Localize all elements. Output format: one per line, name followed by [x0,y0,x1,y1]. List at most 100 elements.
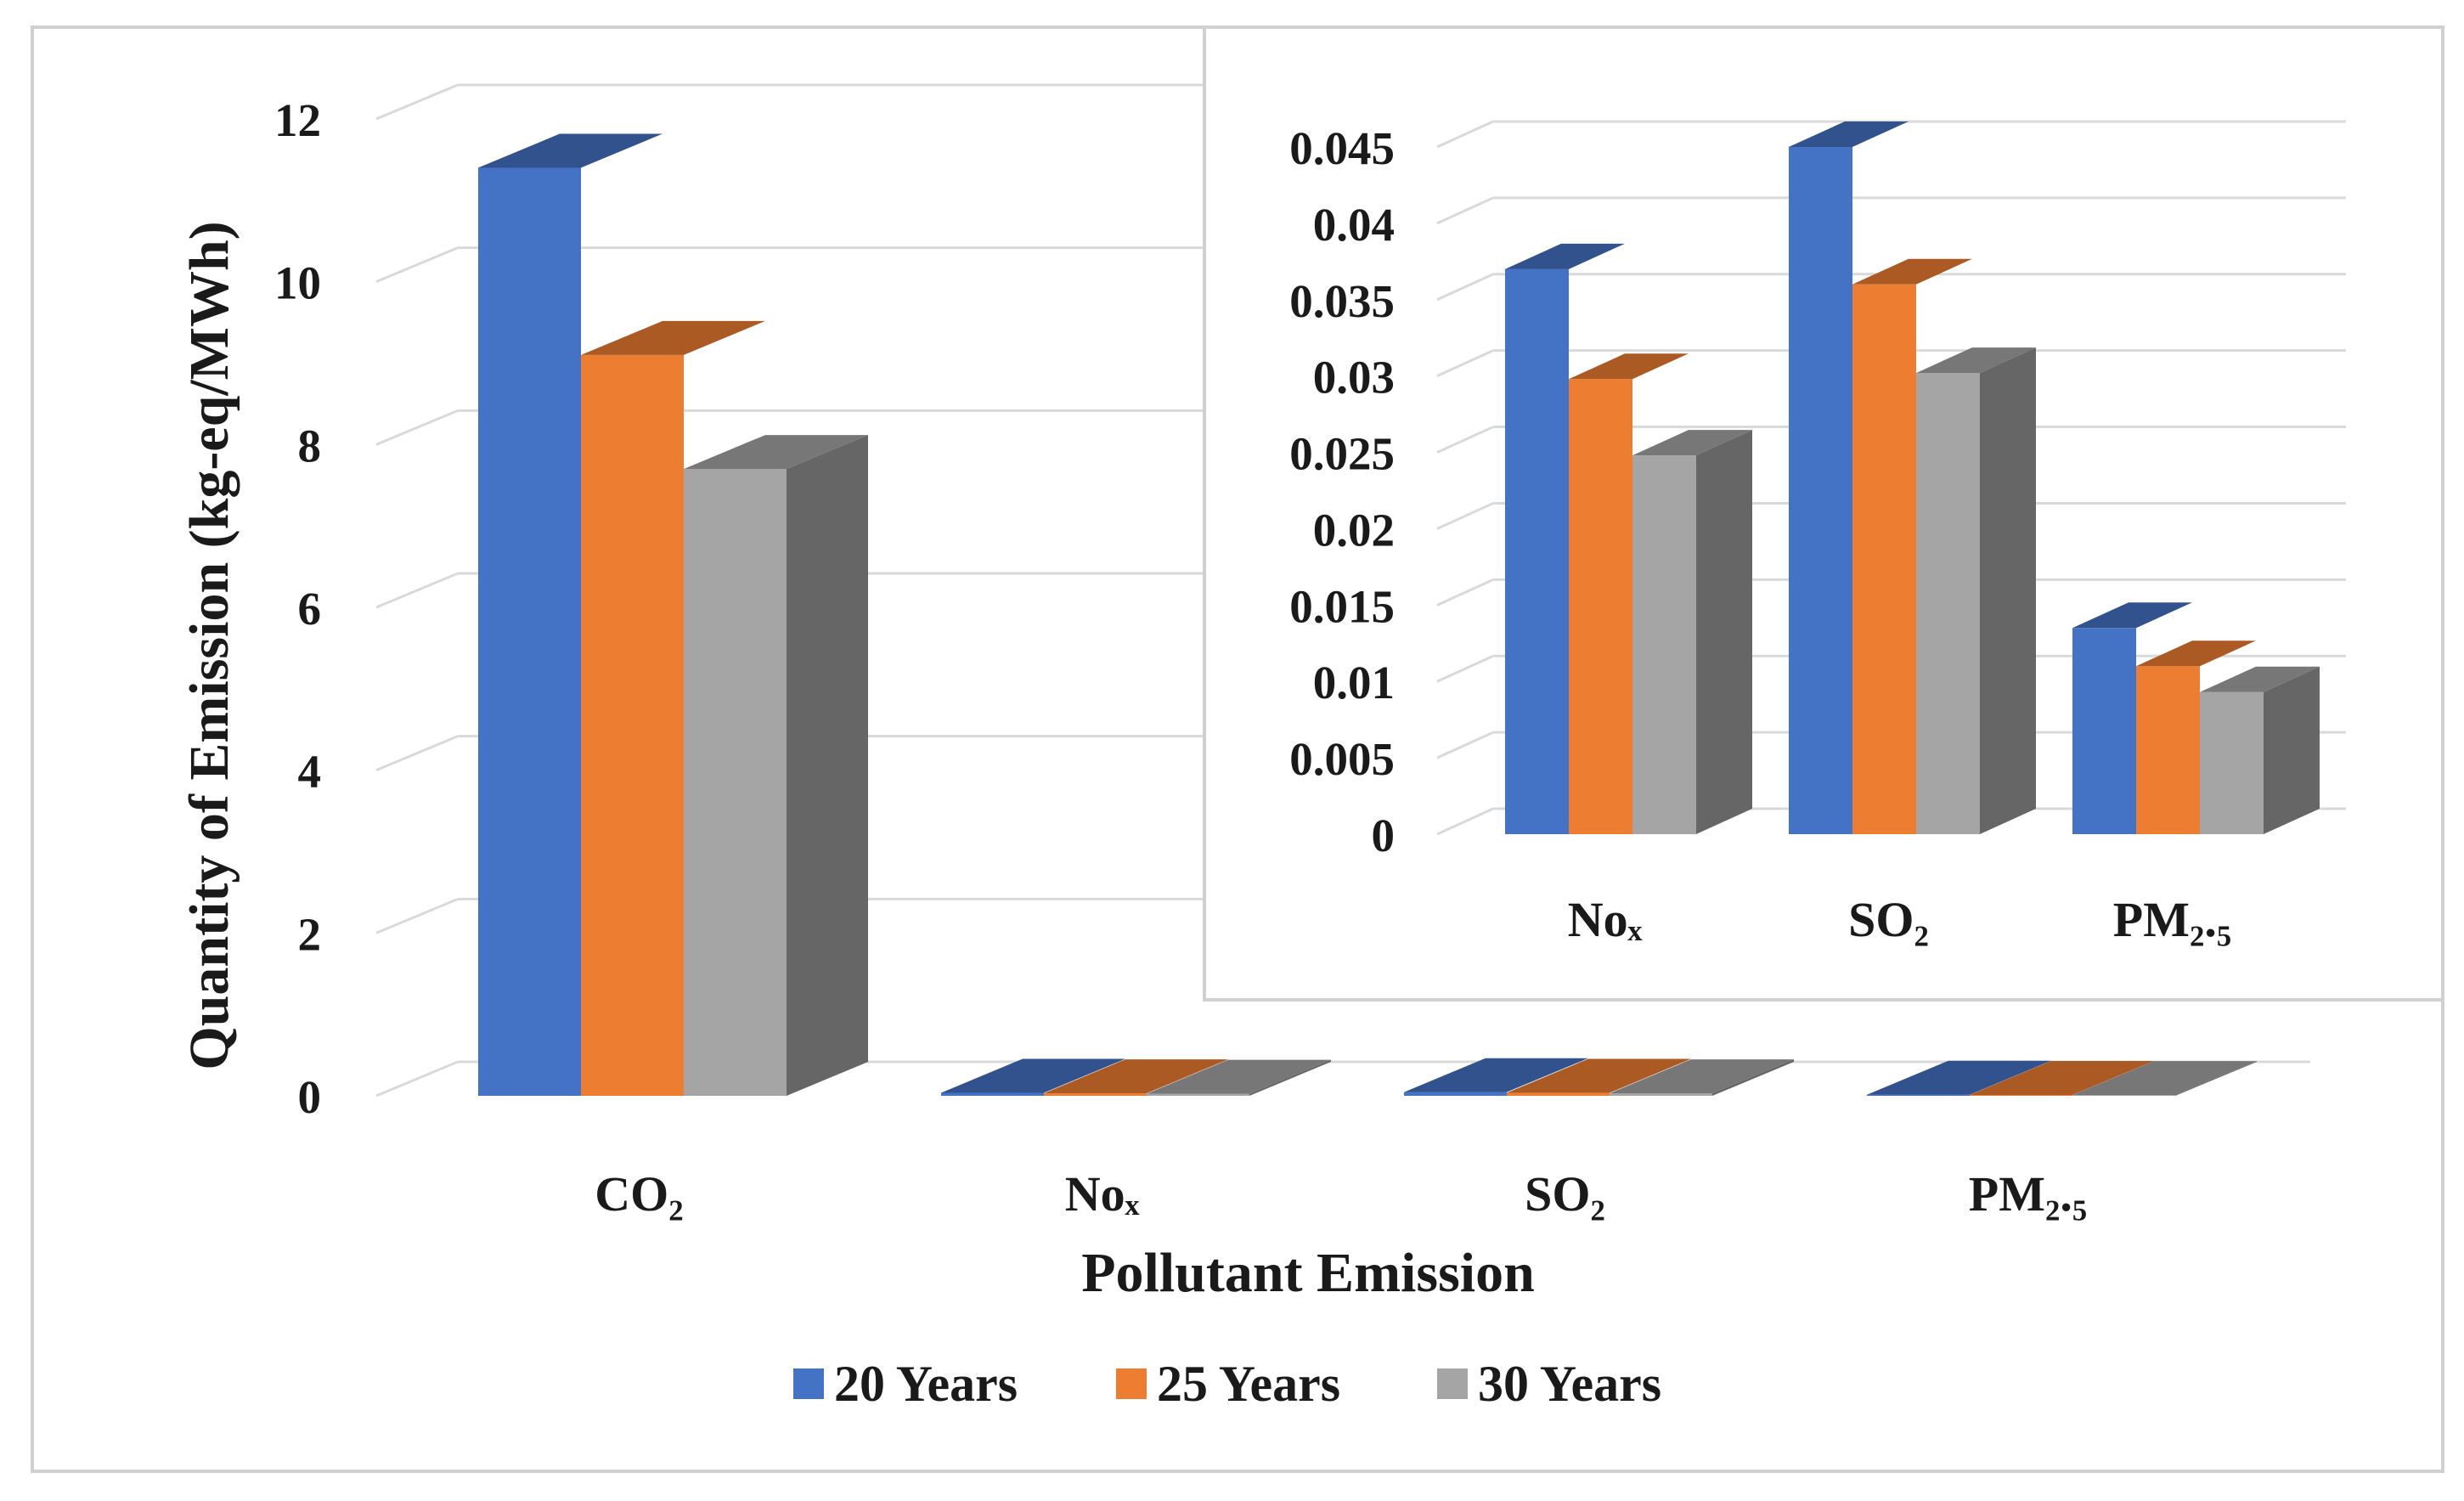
main-bar-so-25-years-top [1507,1058,1691,1093]
legend-swatch-20-years [793,1368,824,1399]
main-category-label-co: CO₂ [595,1166,683,1222]
main-bar-no-30-years [1147,1059,1331,1096]
inset-bar-pm-25-years-top [2136,640,2256,667]
inset-bar-no-30-years-side [1696,430,1752,834]
legend-label-30-years: 30 Years [1478,1356,1661,1412]
main-bar-so-30-years-front [1610,1093,1712,1096]
inset-bar-no-25-years [1569,353,1689,834]
main-bar-so-30-years-top [1610,1059,1794,1094]
inset-category-label-pm: PM₂.₅ [2113,892,2231,947]
inset-bar-so-25-years-top [1852,258,1972,285]
main-gridline-diag [375,409,459,446]
main-bar-co-30-years-side [787,435,868,1096]
inset-bar-no-30-years-front [1632,455,1696,834]
main-bar-co-20-years-front [478,167,581,1096]
main-bar-so-20-years [1404,1058,1588,1096]
inset-y-tick-label: 0.03 [1313,352,1395,403]
main-category-label-pm: PM₂.₅ [1969,1166,2087,1222]
main-bars [478,133,2257,1097]
inset-bar-so-25-years-front [1852,284,1916,834]
inset-y-tick-label: 0.025 [1289,428,1395,480]
inset-bar-pm-30-years-top [2200,666,2320,692]
inset-bar-no-20-years [1505,243,1625,834]
main-category-labels: CO₂ Noₓ SO₂ PM₂.₅ [595,1166,2087,1222]
inset-y-tick-label: 0.035 [1289,275,1395,327]
main-bar-pm-30-years-front [2072,1095,2175,1096]
main-bar-so-20-years-front [1404,1092,1507,1096]
y-axis-title: Quantity of Emission (kg-eq/MWh) [178,221,240,1069]
main-bar-so-30-years [1610,1059,1794,1096]
legend: 20 Years 25 Years 30 Years [793,1356,1661,1412]
main-bar-so-25-years-front [1507,1092,1610,1096]
main-gridline-diag [375,246,459,284]
main-bar-no-20-years-front [941,1092,1044,1096]
main-bar-pm-30-years-side [2175,1061,2257,1096]
inset-bar-so-20-years-front [1789,147,1852,834]
main-bar-pm-20-years-front [1867,1094,1970,1096]
inset-gridline-diag [1436,807,1494,836]
x-axis-title: Pollutant Emission [1081,1242,1535,1304]
inset-gridline-diag [1436,273,1494,302]
inset-bar-no-20-years-front [1505,268,1569,834]
inset-gridline-diag [1436,426,1494,454]
inset-y-tick-label: 0.045 [1289,122,1395,174]
inset-gridline-diag [1436,120,1494,149]
main-bar-co-25-years-front [581,354,684,1097]
inset-gridline-diag [1436,654,1494,683]
inset-bar-no-30-years [1632,430,1752,834]
inset-gridline-diag [1436,578,1494,607]
inset-y-tick-label: 0.01 [1313,657,1395,708]
inset-bar-no-25-years-front [1569,379,1632,834]
legend-swatch-30-years [1437,1368,1468,1399]
main-bar-co-30-years [684,435,868,1096]
main-bar-co-30-years-front [684,469,787,1096]
inset-bar-so-20-years [1789,121,1909,834]
main-bar-no-30-years-front [1147,1093,1249,1096]
inset-bar-so-30-years [1916,347,2036,834]
main-bar-pm-20-years-top [1867,1060,2051,1095]
main-y-tick-label: 8 [298,420,322,471]
inset-y-tick-label: 0 [1372,810,1396,861]
main-bar-co-25-years [581,320,765,1097]
main-y-tick-label: 2 [298,908,322,960]
main-bar-pm-20-years [1867,1060,2051,1096]
main-y-tick-label: 4 [298,746,322,798]
inset-gridline-diag [1436,349,1494,378]
main-bar-pm-25-years-front [1970,1094,2072,1096]
inset-category-label-no: Noₓ [1568,892,1643,947]
main-bar-so-25-years [1507,1058,1691,1096]
main-category-label-no: Noₓ [1065,1166,1140,1222]
inset-category-label-so: SO₂ [1848,892,1929,947]
inset-bar-pm-20-years-top [2072,602,2192,629]
inset-bar-so-20-years-top [1789,121,1909,147]
main-bar-no-20-years [941,1058,1125,1096]
main-y-tick-label: 0 [298,1071,322,1123]
main-bar-no-30-years-top [1147,1059,1331,1094]
inset-bar-pm-25-years [2136,640,2256,834]
legend-label-20-years: 20 Years [834,1356,1018,1412]
main-bar-pm-25-years [1970,1060,2154,1096]
inset-bar-no-20-years-top [1505,243,1625,269]
main-bar-co-25-years-top [581,320,765,355]
main-gridline-diag [375,897,459,934]
legend-swatch-25-years [1116,1368,1147,1399]
inset-y-tick-label: 0.005 [1289,733,1395,785]
inset-gridline-diag [1436,196,1494,225]
inset-y-tick-label: 0.015 [1289,580,1395,632]
main-bar-co-20-years [478,133,663,1096]
main-bar-co-30-years-top [684,435,868,470]
main-bar-so-30-years-side [1712,1059,1794,1096]
main-bar-pm-30-years-top [2072,1061,2257,1096]
main-gridline-diag [375,572,459,609]
inset-bar-pm-30-years [2200,666,2320,834]
main-y-tick-label: 12 [274,94,321,146]
main-gridline-diag [375,1060,459,1098]
inset-bar-pm-20-years-front [2072,628,2136,834]
main-gridline-diag [375,83,459,121]
inset-y-ticks: 0 0.005 0.01 0.015 0.02 0.025 0.03 0.035 0.04 0.0… [1289,122,1395,861]
inset-gridline-diag [1436,731,1494,759]
main-bar-co-20-years-top [478,133,663,168]
main-bar-so-20-years-top [1404,1058,1588,1092]
inset-bar-so-25-years [1852,258,1972,834]
